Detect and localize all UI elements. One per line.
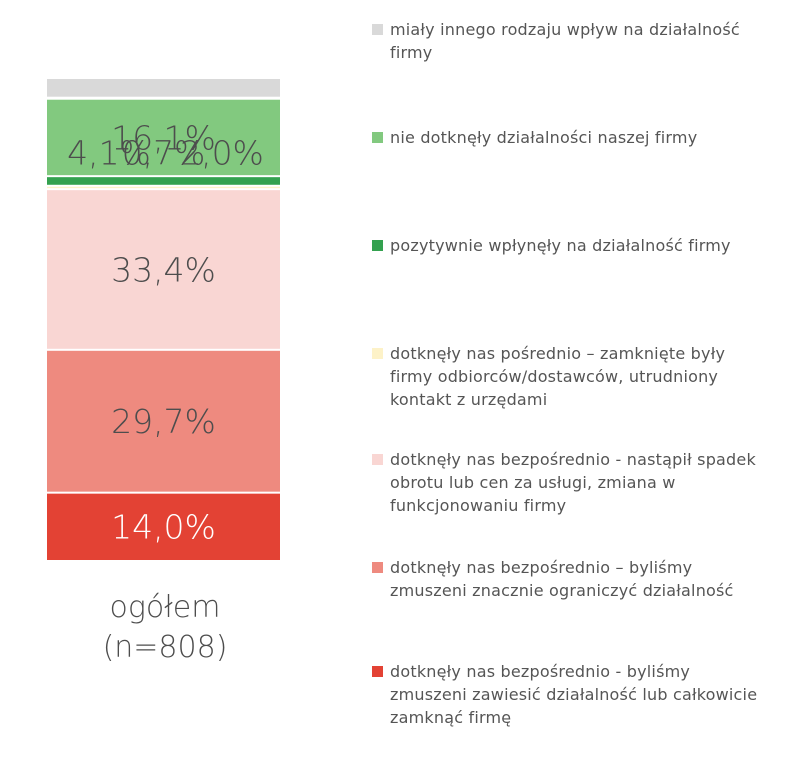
legend-label: dotknęły nas bezpośrednio – byliśmy zmus… [390,558,734,600]
data-label: 2,0% [180,133,264,172]
bar-segment [47,177,280,185]
legend-label: nie dotknęły działalności naszej firmy [390,128,698,147]
bar-segment [47,186,280,189]
legend-swatch [372,454,383,465]
legend-label: dotknęły nas bezpośrednio - nastąpił spa… [390,450,756,515]
category-label: ogółem (n=808) [40,588,290,668]
legend-swatch [372,666,383,677]
data-label: 16,1% [111,118,216,157]
legend-label: dotknęły nas bezpośrednio - byliśmy zmus… [390,662,758,727]
legend-label: pozytywnie wpłynęły na działalność firmy [390,236,731,255]
data-label: 33,4% [111,250,216,289]
category-label-line-2: (n=808) [102,630,228,665]
bar-segment [47,99,280,176]
bar-segment [47,493,280,560]
legend-label: dotknęły nas pośrednio – zamknięte były … [390,344,726,409]
data-label: 4,1% [67,133,151,172]
legend-swatch [372,240,383,251]
category-label-line-1: ogółem [109,590,221,625]
bar-segment [47,79,280,97]
bar-segment [47,190,280,349]
legend-label: miały innego rodzaju wpływ na działalnoś… [390,20,740,62]
legend-swatch [372,132,383,143]
legend-swatch [372,562,383,573]
legend-swatch [372,348,383,359]
data-label: 0,7% [122,133,206,172]
data-label: 29,7% [111,402,216,441]
data-label: 14,0% [111,507,216,546]
legend-swatch [372,24,383,35]
bar-segment [47,350,280,492]
